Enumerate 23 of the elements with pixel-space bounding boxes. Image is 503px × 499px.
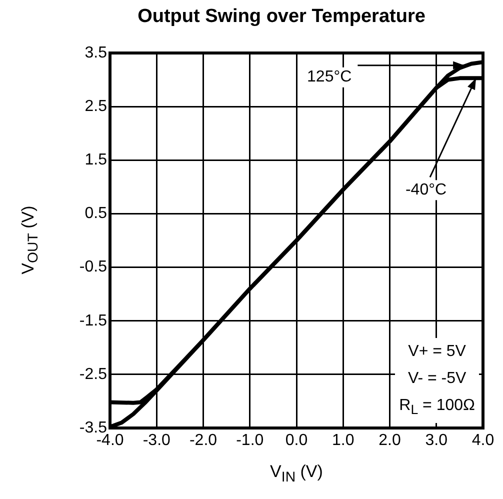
y-tick-label: 3.5 <box>84 44 108 62</box>
annotation: V+ = 5V <box>407 342 467 362</box>
x-tick-label: -3.0 <box>142 432 171 450</box>
x-tick-label: 0.0 <box>285 432 308 450</box>
x-tick-label: 3.0 <box>425 432 448 450</box>
x-axis-title: V$_{IN}$ (V) <box>269 462 324 486</box>
x-tick-label: -2.0 <box>189 432 218 450</box>
annotation: 125°C <box>307 68 352 86</box>
chart-title: Output Swing over Temperature <box>136 6 426 28</box>
y-tick-label: 2.5 <box>84 98 108 115</box>
y-tick-label: 1.5 <box>84 152 108 169</box>
x-tick-label: -4.0 <box>96 432 124 450</box>
x-tick-label: 4.0 <box>472 432 494 450</box>
x-tick-label: 1.0 <box>332 432 354 450</box>
y-tick-label: -0.5 <box>79 258 108 276</box>
annotation: -40°C <box>405 182 447 199</box>
x-tick-label: -1.0 <box>236 432 264 450</box>
y-tick-label: -2.5 <box>79 366 108 383</box>
x-tick-label: 2.0 <box>378 432 401 450</box>
annotation: R$_{L}$ = 100Ω <box>399 396 475 420</box>
annotation: V- = -5V <box>406 369 468 389</box>
y-tick-label: 0.5 <box>84 205 108 222</box>
y-tick-label: -1.5 <box>79 312 108 330</box>
